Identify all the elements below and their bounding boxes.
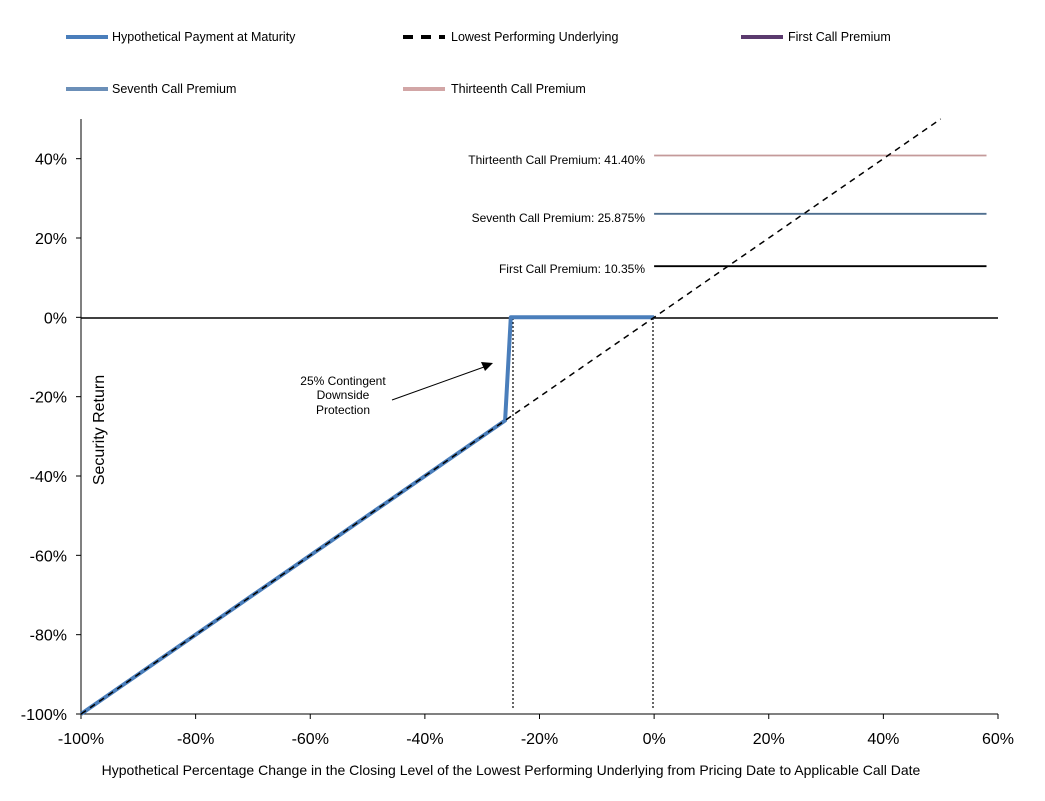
- x-tick-label: -60%: [292, 731, 329, 748]
- x-tick-label: -20%: [521, 731, 558, 748]
- legend-label: Hypothetical Payment at Maturity: [112, 30, 296, 44]
- thirteenth-call-annotation: Thirteenth Call Premium: 41.40%: [468, 153, 645, 167]
- seventh-call-annotation: Seventh Call Premium: 25.875%: [472, 211, 646, 225]
- y-tick-label: -20%: [30, 390, 67, 407]
- protection-label-line1: 25% Contingent: [300, 374, 386, 388]
- x-tick-label: 20%: [753, 731, 785, 748]
- legend-item-payment: Hypothetical Payment at Maturity: [66, 30, 296, 44]
- legend-label: Lowest Performing Underlying: [451, 30, 618, 44]
- axes: [80, 119, 998, 715]
- protection-label-line2: Downside: [317, 388, 370, 402]
- y-ticks: 40% 20% 0% -20% -40% -60% -80% -100%: [21, 152, 81, 724]
- x-tick-label: -100%: [58, 731, 104, 748]
- x-tick-label: -40%: [406, 731, 443, 748]
- legend-item-first-call: First Call Premium: [741, 30, 891, 44]
- y-tick-label: -40%: [30, 469, 67, 486]
- legend-item-thirteenth-call: Thirteenth Call Premium: [403, 82, 586, 96]
- y-tick-label: -60%: [30, 548, 67, 565]
- x-axis-label: Hypothetical Percentage Change in the Cl…: [102, 762, 921, 778]
- protection-arrow: [391, 366, 485, 401]
- protection-arrow-head: [481, 362, 493, 371]
- y-tick-label: -80%: [30, 628, 67, 645]
- legend-label: Seventh Call Premium: [112, 82, 236, 96]
- series-group: [79, 118, 987, 716]
- legend-label: First Call Premium: [788, 30, 891, 44]
- legend-item-seventh-call: Seventh Call Premium: [66, 82, 236, 96]
- x-tick-label: -80%: [177, 731, 214, 748]
- protection-annotation: 25% Contingent Downside Protection: [300, 362, 493, 417]
- y-axis-label: Security Return: [91, 375, 108, 485]
- protection-label-line3: Protection: [316, 403, 370, 417]
- series-line-lowest-performing-underlying: [80, 118, 942, 715]
- first-call-annotation: First Call Premium: 10.35%: [499, 262, 645, 276]
- y-tick-label: -100%: [21, 707, 67, 724]
- y-tick-label: 0%: [44, 310, 67, 327]
- x-tick-label: 0%: [643, 731, 666, 748]
- x-tick-label: 60%: [982, 731, 1014, 748]
- x-tick-label: 40%: [867, 731, 899, 748]
- legend-label: Thirteenth Call Premium: [451, 82, 586, 96]
- legend-item-lowest-underlying: Lowest Performing Underlying: [403, 30, 618, 44]
- x-ticks: -100% -80% -60% -40% -20% 0% 20% 40% 60%: [58, 714, 1014, 748]
- y-tick-label: 20%: [35, 231, 67, 248]
- y-tick-label: 40%: [35, 152, 67, 169]
- legend: Hypothetical Payment at Maturity Lowest …: [66, 30, 891, 96]
